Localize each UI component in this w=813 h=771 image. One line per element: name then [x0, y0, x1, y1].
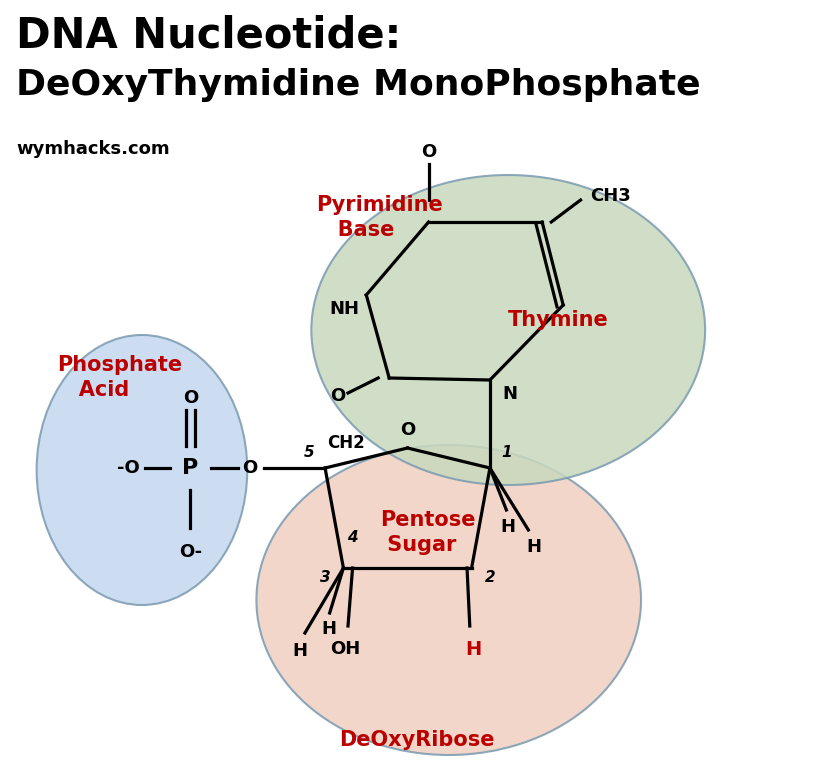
Text: O: O	[242, 459, 258, 477]
Ellipse shape	[256, 445, 641, 755]
Ellipse shape	[311, 175, 705, 485]
Text: wymhacks.com: wymhacks.com	[16, 140, 170, 158]
Text: Pentose
 Sugar: Pentose Sugar	[380, 510, 476, 555]
Text: 4: 4	[347, 530, 358, 546]
Text: Phosphate
   Acid: Phosphate Acid	[57, 355, 182, 400]
Text: H: H	[465, 640, 481, 659]
Text: O: O	[183, 389, 198, 407]
Text: Thymine: Thymine	[508, 310, 609, 330]
Text: O: O	[400, 421, 415, 439]
Text: DeOxyThymidine MonoPhosphate: DeOxyThymidine MonoPhosphate	[16, 68, 701, 102]
Text: N: N	[502, 385, 518, 403]
Text: O-: O-	[179, 543, 202, 561]
Text: P: P	[182, 458, 198, 478]
Text: H: H	[526, 538, 541, 556]
Text: H: H	[292, 642, 307, 660]
Text: DeOxyRibose: DeOxyRibose	[339, 730, 494, 750]
Text: 3: 3	[320, 570, 331, 585]
Text: O: O	[330, 387, 346, 405]
Text: NH: NH	[329, 300, 359, 318]
Text: -O: -O	[117, 459, 140, 477]
Text: 1: 1	[501, 445, 511, 460]
Text: H: H	[321, 620, 337, 638]
Text: Pyrimidine
   Base: Pyrimidine Base	[316, 195, 443, 240]
Ellipse shape	[37, 335, 247, 605]
Text: OH: OH	[330, 640, 360, 658]
Text: O: O	[421, 143, 437, 161]
Text: DNA Nucleotide:: DNA Nucleotide:	[16, 15, 402, 57]
Text: 2: 2	[485, 570, 495, 585]
Text: CH3: CH3	[589, 187, 631, 205]
Text: 5: 5	[303, 445, 314, 460]
Text: CH2: CH2	[327, 434, 365, 452]
Text: H: H	[501, 518, 515, 536]
